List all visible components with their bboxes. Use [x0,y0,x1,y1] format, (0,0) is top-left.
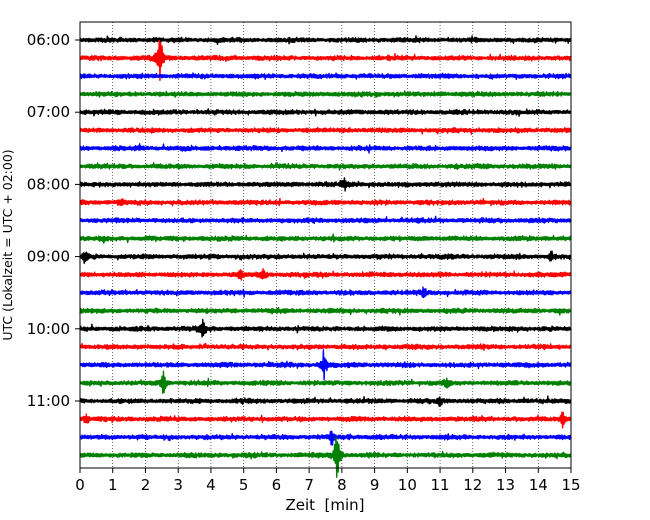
x-tick-label-5: 5 [239,476,249,494]
seismic-trace-0 [79,35,572,46]
seismic-trace-15 [79,306,572,316]
seismic-trace-11 [79,233,572,244]
seismic-trace-10 [79,215,572,225]
x-axis-title: Zeit [min] [285,496,364,514]
x-tick-label-8: 8 [337,476,347,494]
x-tick-label-13: 13 [496,476,515,494]
seismic-trace-12 [79,250,572,265]
x-axis-ticks: 0 1 2 3 4 5 6 7 8 9 10 11 12 13 14 15 [75,468,581,494]
y-tick-label-10:00: 10:00 [27,320,70,338]
x-tick-label-6: 6 [272,476,282,494]
x-tick-label-2: 2 [141,476,151,494]
y-tick-label-08:00: 08:00 [27,175,70,193]
y-tick-label-07:00: 07:00 [27,103,70,121]
seismic-trace-18 [79,349,572,381]
seismic-trace-3 [79,90,572,99]
seismic-trace-5 [79,126,572,135]
y-tick-label-06:00: 06:00 [27,31,70,49]
seismic-trace-22 [79,430,572,446]
seismic-trace-14 [79,286,572,299]
x-tick-label-4: 4 [206,476,216,494]
seismic-trace-21 [79,411,572,429]
seismic-trace-8 [79,177,572,192]
y-tick-label-09:00: 09:00 [27,248,70,266]
seismic-trace-9 [79,197,572,207]
x-tick-label-7: 7 [304,476,314,494]
x-tick-label-15: 15 [561,476,580,494]
plot-frame [79,21,572,469]
x-tick-label-9: 9 [370,476,380,494]
seismic-trace-17 [79,342,572,351]
seismic-trace-23 [79,436,572,478]
x-tick-label-12: 12 [463,476,482,494]
seismic-trace-1 [79,39,572,82]
x-tick-label-3: 3 [173,476,183,494]
x-tick-label-11: 11 [431,476,450,494]
y-axis-ticks: 06:00 07:00 08:00 09:00 10:00 11:00 [27,31,80,410]
seismic-trace-7 [79,162,572,171]
x-tick-label-10: 10 [398,476,417,494]
x-tick-label-14: 14 [529,476,548,494]
seismic-trace-4 [79,108,572,117]
y-axis-title: UTC (Lokalzeit = UTC + 02:00) [0,149,15,340]
seismic-trace-13 [79,268,572,281]
x-tick-label-0: 0 [75,476,85,494]
vertical-grid [112,22,539,468]
seismic-trace-16 [79,318,572,338]
seismic-trace-20 [79,395,572,407]
seismic-trace-19 [79,370,572,394]
seismic-traces [79,35,572,478]
y-tick-label-11:00: 11:00 [27,392,70,410]
x-tick-label-1: 1 [108,476,118,494]
seismic-trace-2 [79,72,572,81]
seismic-trace-6 [79,143,572,154]
